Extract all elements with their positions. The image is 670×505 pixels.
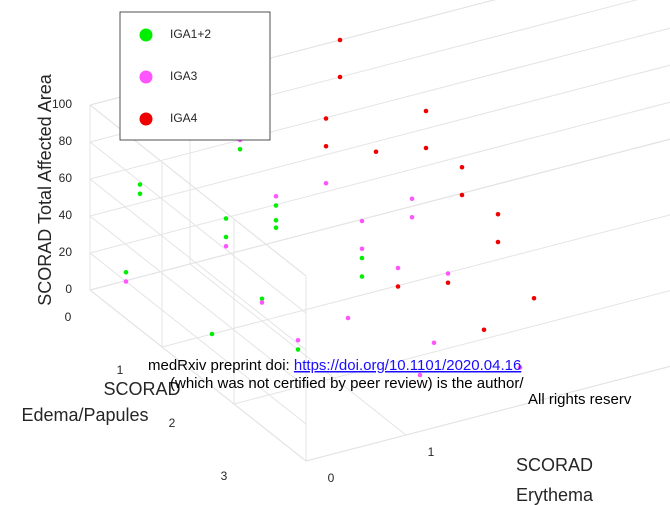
data-point — [295, 347, 301, 352]
legend-marker — [139, 112, 153, 126]
data-point — [223, 243, 229, 249]
data-point — [423, 108, 429, 114]
y-tick-label: 2 — [169, 416, 176, 430]
watermark-link[interactable]: https://doi.org/10.1101/2020.04.16 — [294, 357, 521, 374]
data-point — [417, 372, 423, 378]
data-point — [395, 265, 401, 271]
data-point — [409, 196, 415, 202]
x-tick-label: 1 — [428, 445, 435, 459]
axis-line — [89, 138, 670, 291]
data-point — [517, 365, 523, 370]
data-point — [531, 295, 537, 301]
x-axis-label: SCORAD — [516, 455, 593, 475]
watermark-text: medRxiv preprint doi: — [148, 357, 294, 374]
data-point — [223, 216, 229, 221]
z-tick-label: 80 — [59, 134, 73, 148]
data-point — [295, 337, 301, 343]
y-tick-label: 0 — [65, 310, 72, 324]
data-point — [395, 284, 401, 289]
grid-line — [89, 138, 670, 291]
data-point — [123, 269, 129, 275]
data-point — [323, 180, 329, 186]
data-point — [323, 116, 329, 121]
y-axis-label: SCORAD — [103, 379, 180, 399]
data-point — [445, 271, 451, 276]
data-point — [273, 218, 279, 223]
data-point — [373, 149, 379, 155]
data-point — [337, 37, 343, 43]
data-point — [423, 145, 429, 151]
data-point — [337, 74, 343, 80]
data-point — [259, 300, 265, 305]
z-tick-label: 60 — [59, 171, 73, 185]
grid-line — [89, 289, 307, 462]
y-tick-label: 3 — [221, 469, 228, 483]
data-point — [323, 143, 329, 149]
watermark-text: All rights reserv — [528, 391, 632, 408]
data-point — [459, 192, 465, 198]
legend-label: IGA3 — [170, 69, 198, 83]
x-axis-label: Erythema — [516, 485, 594, 505]
data-point — [259, 296, 265, 302]
data-point — [123, 279, 129, 284]
data-point — [495, 239, 501, 245]
z-tick-label: 100 — [52, 97, 72, 111]
z-axis-label: SCORAD Total Affected Area — [35, 73, 55, 305]
data-point — [237, 146, 243, 152]
z-tick-label: 20 — [59, 245, 73, 259]
legend-marker — [139, 28, 153, 42]
data-point — [431, 340, 437, 346]
data-point — [137, 182, 143, 187]
y-axis-label: Edema/Papules — [21, 405, 148, 425]
data-point — [481, 327, 487, 333]
data-point — [273, 225, 279, 230]
legend-label: IGA4 — [170, 111, 198, 125]
x-tick-label: 0 — [328, 471, 335, 485]
data-point — [359, 274, 365, 279]
data-point — [273, 193, 279, 199]
grid-line — [89, 215, 307, 388]
watermark-text: (which was not certified by peer review)… — [170, 375, 524, 392]
legend-label: IGA1+2 — [170, 27, 211, 41]
data-point — [445, 280, 451, 286]
data-point — [495, 211, 501, 217]
z-tick-label: 0 — [65, 282, 72, 296]
watermark: medRxiv preprint doi: https://doi.org/10… — [148, 357, 632, 408]
data-point — [359, 255, 365, 261]
grid-line — [89, 141, 307, 314]
legend-marker — [139, 70, 153, 84]
grid-line — [89, 178, 307, 351]
data-point — [137, 191, 143, 197]
data-point — [359, 218, 365, 224]
data-point — [223, 234, 229, 240]
data-point — [409, 214, 415, 220]
data-point — [359, 246, 365, 252]
z-tick-label: 40 — [59, 208, 73, 222]
y-tick-label: 1 — [117, 363, 124, 377]
data-point — [459, 164, 465, 170]
data-point — [345, 315, 351, 321]
data-point — [209, 331, 215, 337]
svg-text:medRxiv preprint doi: https://: medRxiv preprint doi: https://doi.org/10… — [148, 357, 521, 374]
grid-line — [89, 138, 670, 291]
data-point — [273, 203, 279, 208]
